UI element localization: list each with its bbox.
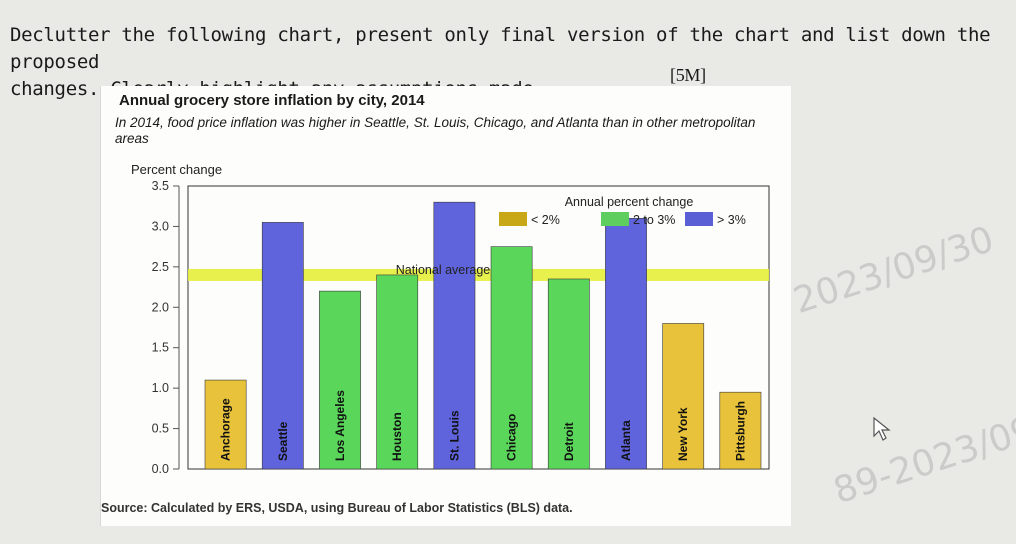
- bar: [547, 278, 590, 470]
- bar-label: Los Angeles: [333, 390, 347, 461]
- bar: [261, 222, 304, 470]
- legend-label: > 3%: [717, 213, 746, 227]
- y-tick-label: 1.0: [152, 381, 169, 395]
- plot-frame: [187, 185, 770, 470]
- bar: [605, 218, 647, 470]
- bar-label: New York: [676, 407, 690, 461]
- bar-label: Detroit: [562, 422, 576, 461]
- chart-card: Annual grocery store inflation by city, …: [100, 86, 791, 526]
- bar-label: Chicago: [505, 414, 519, 461]
- bar-label: Seattle: [276, 421, 290, 461]
- bar: [204, 379, 247, 470]
- chart-subtitle: In 2014, food price inflation was higher…: [115, 115, 756, 146]
- y-tick-label: 1.5: [152, 341, 169, 355]
- y-tick-label: 2.0: [152, 300, 169, 314]
- bar: [319, 290, 361, 470]
- source-note: Source: Calculated by ERS, USDA, using B…: [101, 501, 573, 515]
- legend-label: 2 to 3%: [633, 213, 675, 227]
- bar-label: Atlanta: [619, 420, 633, 461]
- watermark: 2023/09/30: [788, 218, 999, 323]
- question-line-1: Declutter the following chart, present o…: [10, 24, 991, 73]
- bar-label: Houston: [390, 412, 404, 461]
- mouse-cursor-icon: [873, 416, 891, 441]
- y-tick-label: 0.0: [152, 462, 169, 476]
- bar-label: Pittsburgh: [733, 401, 747, 461]
- bar-label: St. Louis: [447, 410, 461, 461]
- y-tick-label: 3.5: [152, 179, 169, 193]
- legend-title: Annual percent change: [565, 195, 694, 209]
- y-tick-label: 0.5: [152, 422, 169, 436]
- bar-chart: Percent change 0.0 0.5 1.0 1.5 2.0 2.5 3.0 3.5 An…: [131, 162, 770, 476]
- watermark: 89-2023/09: [828, 408, 1016, 513]
- national-average-label: National average: [396, 263, 491, 277]
- legend-swatch: [499, 212, 527, 226]
- legend-swatch: [685, 212, 713, 226]
- legend-swatch: [601, 212, 629, 226]
- bar-label: Anchorage: [219, 398, 233, 461]
- bar: [490, 246, 533, 470]
- chart-title: Annual grocery store inflation by city, …: [119, 92, 425, 109]
- bar: [662, 323, 705, 470]
- y-axis-label: Percent change: [131, 162, 222, 177]
- legend-label: < 2%: [531, 213, 560, 227]
- bar: [376, 274, 419, 470]
- bar: [719, 391, 762, 470]
- y-tick-label: 3.0: [152, 219, 169, 233]
- marks-label: [5M]: [670, 65, 706, 85]
- bar: [433, 201, 476, 470]
- y-tick-label: 2.5: [152, 260, 169, 274]
